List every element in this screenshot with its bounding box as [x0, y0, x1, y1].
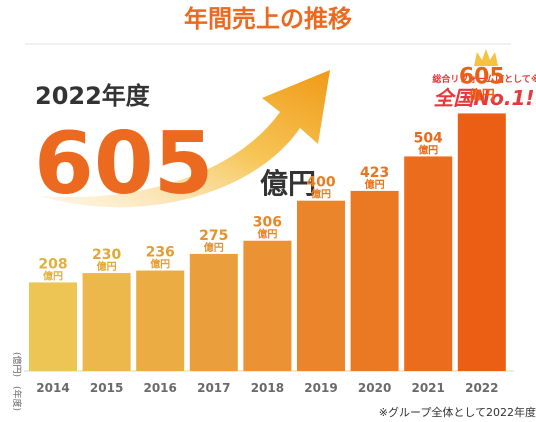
value-label-2017: 275: [199, 228, 228, 244]
chart-title: 年間売上の推移: [184, 5, 352, 33]
x-tick-2017: 2017: [197, 381, 230, 395]
x-year-note: (年度): [11, 386, 23, 411]
value-label-2014: 208: [38, 256, 67, 272]
value-label-2015: 230: [92, 247, 121, 263]
x-tick-2022: 2022: [465, 381, 498, 395]
badge-headline: 全国No.1!: [433, 86, 534, 110]
bar-2022: [457, 113, 506, 372]
bar-2015: [82, 273, 131, 371]
value-label-2020: 423: [360, 165, 389, 181]
value-label-2022: 605: [459, 64, 505, 89]
unit-label-2016: 億円: [150, 258, 170, 271]
no1-badge: 総合リフォーム店として※ 全国No.1!: [432, 49, 536, 110]
unit-label-2015: 億円: [97, 260, 117, 273]
x-tick-2019: 2019: [304, 381, 337, 395]
bar-2018: [243, 240, 292, 371]
unit-label-2020: 億円: [365, 178, 385, 191]
highlight-unit: 億円: [260, 167, 316, 200]
x-tick-2018: 2018: [251, 381, 284, 395]
value-label-2016: 236: [146, 245, 175, 261]
bar-2017: [189, 253, 238, 371]
x-tick-2021: 2021: [411, 381, 444, 395]
unit-label-2014: 億円: [43, 269, 63, 282]
bar-2020: [350, 190, 399, 371]
bar-2016: [136, 270, 185, 371]
unit-label-2018: 億円: [257, 228, 277, 241]
value-label-2021: 504: [414, 130, 443, 146]
footnote: ※グループ全体として2022年度: [379, 405, 536, 419]
unit-label-2022: 億円: [469, 87, 495, 103]
unit-label-2019: 億円: [311, 188, 331, 201]
y-unit-note: (億円): [11, 352, 23, 377]
bar-2019: [297, 200, 345, 371]
x-tick-labels-layer: 2014 2015 2016 2017 2018 2019 2020 2021 2022: [36, 381, 498, 395]
bar-2021: [404, 156, 453, 371]
value-label-2018: 306: [253, 215, 282, 231]
crown-icon: [474, 49, 498, 66]
value-labels-layer: 208億円230億円236億円275億円306億円400億円423億円504億円…: [38, 64, 504, 282]
highlight-year-label: 2022年度: [35, 82, 151, 110]
badge-caption: 総合リフォーム店として※: [432, 73, 536, 85]
unit-label-2017: 億円: [204, 241, 224, 254]
growth-arrow-icon: [40, 70, 330, 208]
x-tick-2015: 2015: [90, 381, 123, 395]
bars-layer: [29, 113, 506, 372]
bar-2014: [29, 282, 77, 371]
x-tick-2016: 2016: [143, 381, 176, 395]
unit-label-2021: 億円: [418, 143, 438, 156]
value-label-2019: 400: [306, 175, 335, 191]
highlight-value: 605: [34, 114, 214, 214]
x-tick-2020: 2020: [358, 381, 391, 395]
x-tick-2014: 2014: [36, 381, 69, 395]
